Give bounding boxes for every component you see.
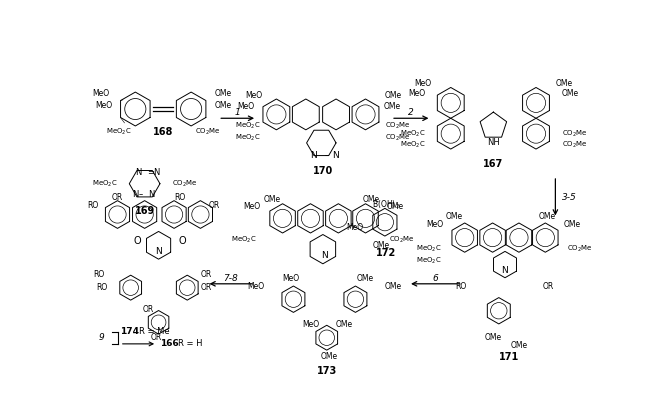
Text: OMe: OMe [555, 79, 572, 88]
Text: MeO$_2$C: MeO$_2$C [399, 129, 425, 139]
Text: OMe: OMe [383, 102, 401, 111]
Text: OR: OR [200, 283, 212, 292]
Text: OMe: OMe [362, 195, 379, 204]
Text: N: N [502, 266, 508, 275]
Text: 6: 6 [432, 274, 438, 283]
Text: RO: RO [87, 201, 98, 210]
Text: OR: OR [151, 333, 162, 342]
Text: 9: 9 [98, 333, 104, 342]
Text: MeO$_2$C: MeO$_2$C [92, 179, 118, 189]
Text: OMe: OMe [387, 202, 404, 211]
Text: CO$_2$Me: CO$_2$Me [195, 127, 221, 137]
Text: MeO$_2$C: MeO$_2$C [399, 140, 425, 150]
Text: =: = [147, 169, 154, 177]
Text: OMe: OMe [510, 341, 527, 350]
Text: B(OH)$_2$: B(OH)$_2$ [373, 198, 401, 211]
Text: OMe: OMe [485, 333, 502, 342]
Text: OMe: OMe [446, 212, 463, 221]
Text: MeO$_2$C: MeO$_2$C [235, 121, 261, 131]
Text: CO$_2$Me: CO$_2$Me [562, 140, 588, 150]
Text: OR: OR [200, 270, 212, 279]
Text: 167: 167 [483, 160, 504, 169]
Text: N: N [321, 251, 328, 260]
Text: OMe: OMe [264, 195, 281, 204]
Text: CO$_2$Me: CO$_2$Me [562, 129, 588, 139]
Text: MeO: MeO [408, 89, 425, 98]
Text: CO$_2$Me: CO$_2$Me [385, 121, 410, 131]
Text: NH: NH [487, 138, 500, 147]
Text: R = H: R = H [178, 339, 202, 348]
Text: 170: 170 [313, 166, 333, 175]
Text: MeO: MeO [95, 101, 112, 110]
Text: OMe: OMe [214, 101, 231, 110]
Text: MeO: MeO [248, 282, 265, 290]
Text: –: – [139, 190, 143, 199]
Text: 169: 169 [134, 206, 155, 216]
Text: MeO: MeO [237, 102, 254, 111]
Text: OMe: OMe [539, 212, 556, 221]
Text: OMe: OMe [321, 353, 338, 361]
Text: –: – [325, 151, 329, 160]
Text: MeO: MeO [244, 202, 261, 211]
Text: 166: 166 [160, 339, 179, 348]
Text: 174: 174 [120, 327, 139, 336]
Text: O: O [178, 237, 186, 246]
Text: OMe: OMe [562, 89, 578, 98]
Text: 168: 168 [153, 127, 173, 137]
Text: MeO: MeO [346, 223, 363, 232]
Text: MeO: MeO [303, 320, 320, 329]
Text: OR: OR [542, 282, 553, 290]
Text: 3-5: 3-5 [562, 193, 576, 202]
Text: N: N [332, 151, 338, 160]
Text: RO: RO [174, 193, 185, 202]
Text: N: N [153, 169, 159, 177]
Text: MeO: MeO [426, 220, 443, 229]
Text: OMe: OMe [357, 274, 374, 283]
Text: OMe: OMe [563, 220, 580, 229]
Text: R = Me: R = Me [139, 327, 170, 336]
Text: OMe: OMe [385, 282, 402, 290]
Text: CO$_2$Me: CO$_2$Me [389, 235, 414, 245]
Text: OR: OR [208, 201, 219, 210]
Text: OR: OR [143, 306, 154, 315]
Text: 7-8: 7-8 [223, 274, 238, 283]
Text: MeO: MeO [245, 91, 262, 100]
Text: MeO$_2$C: MeO$_2$C [416, 244, 442, 254]
Text: 171: 171 [499, 352, 519, 362]
Text: N: N [155, 247, 162, 256]
Text: CO$_2$Me: CO$_2$Me [567, 244, 593, 254]
Text: MeO: MeO [414, 79, 432, 88]
Text: RO: RO [96, 283, 108, 292]
Text: MeO$_2$C: MeO$_2$C [235, 133, 261, 143]
Text: CO$_2$Me: CO$_2$Me [385, 133, 410, 143]
Text: N: N [132, 190, 139, 199]
Text: CO$_2$Me: CO$_2$Me [172, 179, 198, 189]
Text: OR: OR [112, 193, 123, 202]
Text: RO: RO [93, 270, 104, 279]
Text: 2: 2 [408, 109, 414, 118]
Text: N: N [136, 169, 141, 177]
Text: OMe: OMe [385, 91, 402, 100]
Text: RO: RO [455, 282, 466, 290]
Text: N: N [147, 190, 154, 199]
Text: MeO$_2$C: MeO$_2$C [416, 255, 442, 266]
Text: 1: 1 [235, 109, 241, 118]
Text: N: N [310, 151, 317, 160]
Text: MeO: MeO [282, 274, 299, 283]
Text: 173: 173 [317, 366, 337, 376]
Text: OMe: OMe [214, 89, 231, 98]
Text: MeO: MeO [93, 89, 110, 98]
Text: O: O [133, 237, 141, 246]
Text: MeO$_2$C: MeO$_2$C [106, 127, 132, 137]
Text: 172: 172 [376, 248, 397, 258]
Text: MeO$_2$C: MeO$_2$C [231, 235, 257, 245]
Text: OMe: OMe [372, 241, 389, 250]
Text: OMe: OMe [336, 320, 353, 329]
